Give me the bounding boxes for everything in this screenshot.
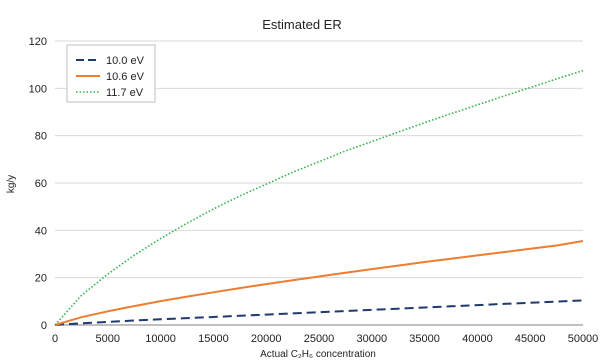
y-tick-label: 40 (35, 225, 47, 237)
legend-label-2: 10.6 eV (106, 71, 145, 83)
x-tick-label: 40000 (462, 333, 493, 345)
y-tick-label: 100 (29, 83, 47, 95)
x-tick-label: 5000 (96, 333, 120, 345)
legend-label-3: 11.7 eV (106, 87, 144, 99)
legend: 10.0 eV 10.6 eV 11.7 eV (66, 44, 156, 103)
y-tick-label: 60 (35, 178, 47, 190)
series-line-1 (54, 299, 584, 326)
series-line-3 (54, 69, 584, 326)
chart-title: Estimated ER (262, 17, 341, 32)
legend-label-1: 10.0 eV (106, 55, 145, 67)
y-tick-label: 0 (41, 320, 47, 332)
x-tick-label: 20000 (251, 333, 282, 345)
series-line-2 (54, 240, 584, 326)
x-tick-label: 25000 (304, 333, 335, 345)
x-tick-label: 30000 (357, 333, 388, 345)
x-tick-label: 35000 (409, 333, 440, 345)
x-tick-label: 15000 (198, 333, 229, 345)
x-axis-label: Actual C₂H₆ concentration (260, 349, 376, 360)
y-tick-label: 80 (35, 131, 47, 143)
y-tick-label: 120 (29, 36, 47, 48)
series-lines (54, 69, 584, 326)
x-tick-label: 50000 (568, 333, 599, 345)
y-tick-label: 20 (35, 273, 47, 285)
x-tick-label: 10000 (145, 333, 176, 345)
y-axis-label: kg/y (6, 175, 17, 193)
x-tick-label: 45000 (515, 333, 546, 345)
legend-box (66, 44, 156, 103)
tick-labels: 0 20 40 60 80 100 120 0 5000 10000 15000 20000 25000… (29, 36, 599, 345)
x-tick-label: 0 (52, 333, 58, 345)
